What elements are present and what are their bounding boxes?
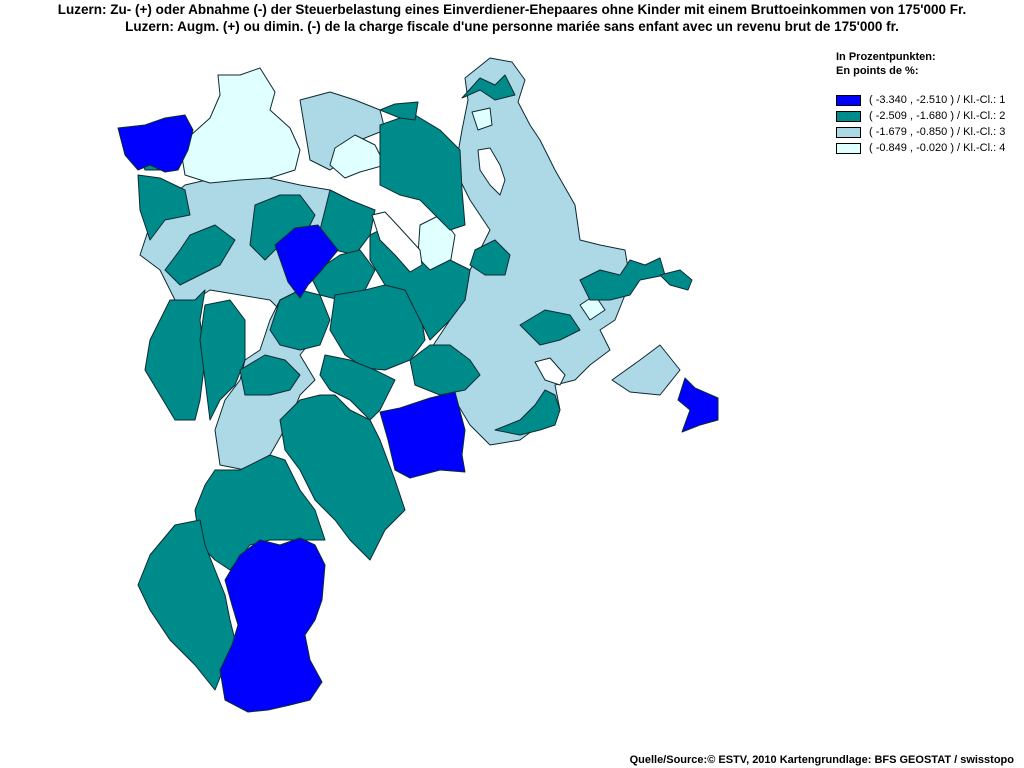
municipality-region <box>519 309 581 346</box>
legend-entry-class-2: ( -2.509 , -1.680 ) / Kl.-Cl.: 2 <box>836 108 1005 124</box>
municipality-region <box>269 289 331 351</box>
municipality-region <box>319 354 396 421</box>
legend-swatch-class-4 <box>836 142 861 154</box>
legend-entries: ( -3.340 , -2.510 ) / Kl.-Cl.: 1 ( -2.50… <box>836 92 1005 156</box>
map-title-french: Luzern: Augm. (+) ou dimin. (-) de la ch… <box>125 19 899 34</box>
municipality-region <box>239 354 301 396</box>
lake-region <box>371 211 423 273</box>
municipality-region <box>409 344 481 396</box>
municipality-region <box>164 224 236 286</box>
municipality-region <box>677 377 719 433</box>
legend-label-class-3: ( -1.679 , -0.850 ) / Kl.-Cl.: 3 <box>869 126 1006 138</box>
legend-title-german: In Prozentpunkten: <box>836 51 936 63</box>
legend-label-class-4: ( -0.849 , -0.020 ) / Kl.-Cl.: 4 <box>869 142 1006 154</box>
municipality-region <box>219 537 326 713</box>
lake-region <box>534 357 566 386</box>
legend-entry-class-4: ( -0.849 , -0.020 ) / Kl.-Cl.: 4 <box>836 140 1005 156</box>
municipality-region <box>144 289 206 421</box>
municipality-region <box>199 299 246 421</box>
legend-title-french: En points de %: <box>836 65 919 77</box>
municipality-region <box>469 239 511 276</box>
municipality-region <box>494 389 561 436</box>
municipality-region <box>274 224 339 299</box>
municipality-region <box>279 394 406 561</box>
map-legend: In Prozentpunkten: En points de %: ( -3.… <box>836 50 1005 156</box>
legend-swatch-class-1 <box>836 94 861 106</box>
legend-entry-class-1: ( -3.340 , -2.510 ) / Kl.-Cl.: 1 <box>836 92 1005 108</box>
municipality-region <box>471 107 493 131</box>
municipality-region <box>179 67 301 184</box>
municipality-region <box>461 74 516 101</box>
municipality-region <box>137 174 191 241</box>
legend-swatch-class-3 <box>836 126 861 138</box>
municipality-region <box>579 257 666 301</box>
legend-label-class-1: ( -3.340 , -2.510 ) / Kl.-Cl.: 1 <box>869 94 1006 106</box>
municipality-region <box>611 344 681 396</box>
municipality-region <box>379 391 466 479</box>
municipality-region <box>379 114 466 231</box>
legend-entry-class-3: ( -1.679 , -0.850 ) / Kl.-Cl.: 3 <box>836 124 1005 140</box>
lake-region <box>477 147 506 196</box>
municipality-region <box>329 134 386 179</box>
municipality-region <box>329 284 426 371</box>
municipality-region <box>659 269 693 291</box>
municipality-region <box>379 101 419 121</box>
legend-label-class-2: ( -2.509 , -1.680 ) / Kl.-Cl.: 2 <box>869 110 1006 122</box>
source-credit: Quelle/Source:© ESTV, 2010 Kartengrundla… <box>629 754 1014 766</box>
map-title-german: Luzern: Zu- (+) oder Abnahme (-) der Ste… <box>57 2 967 17</box>
municipality-region <box>299 91 386 171</box>
legend-swatch-class-2 <box>836 110 861 122</box>
municipality-region <box>117 114 194 173</box>
municipality-region <box>309 249 376 301</box>
